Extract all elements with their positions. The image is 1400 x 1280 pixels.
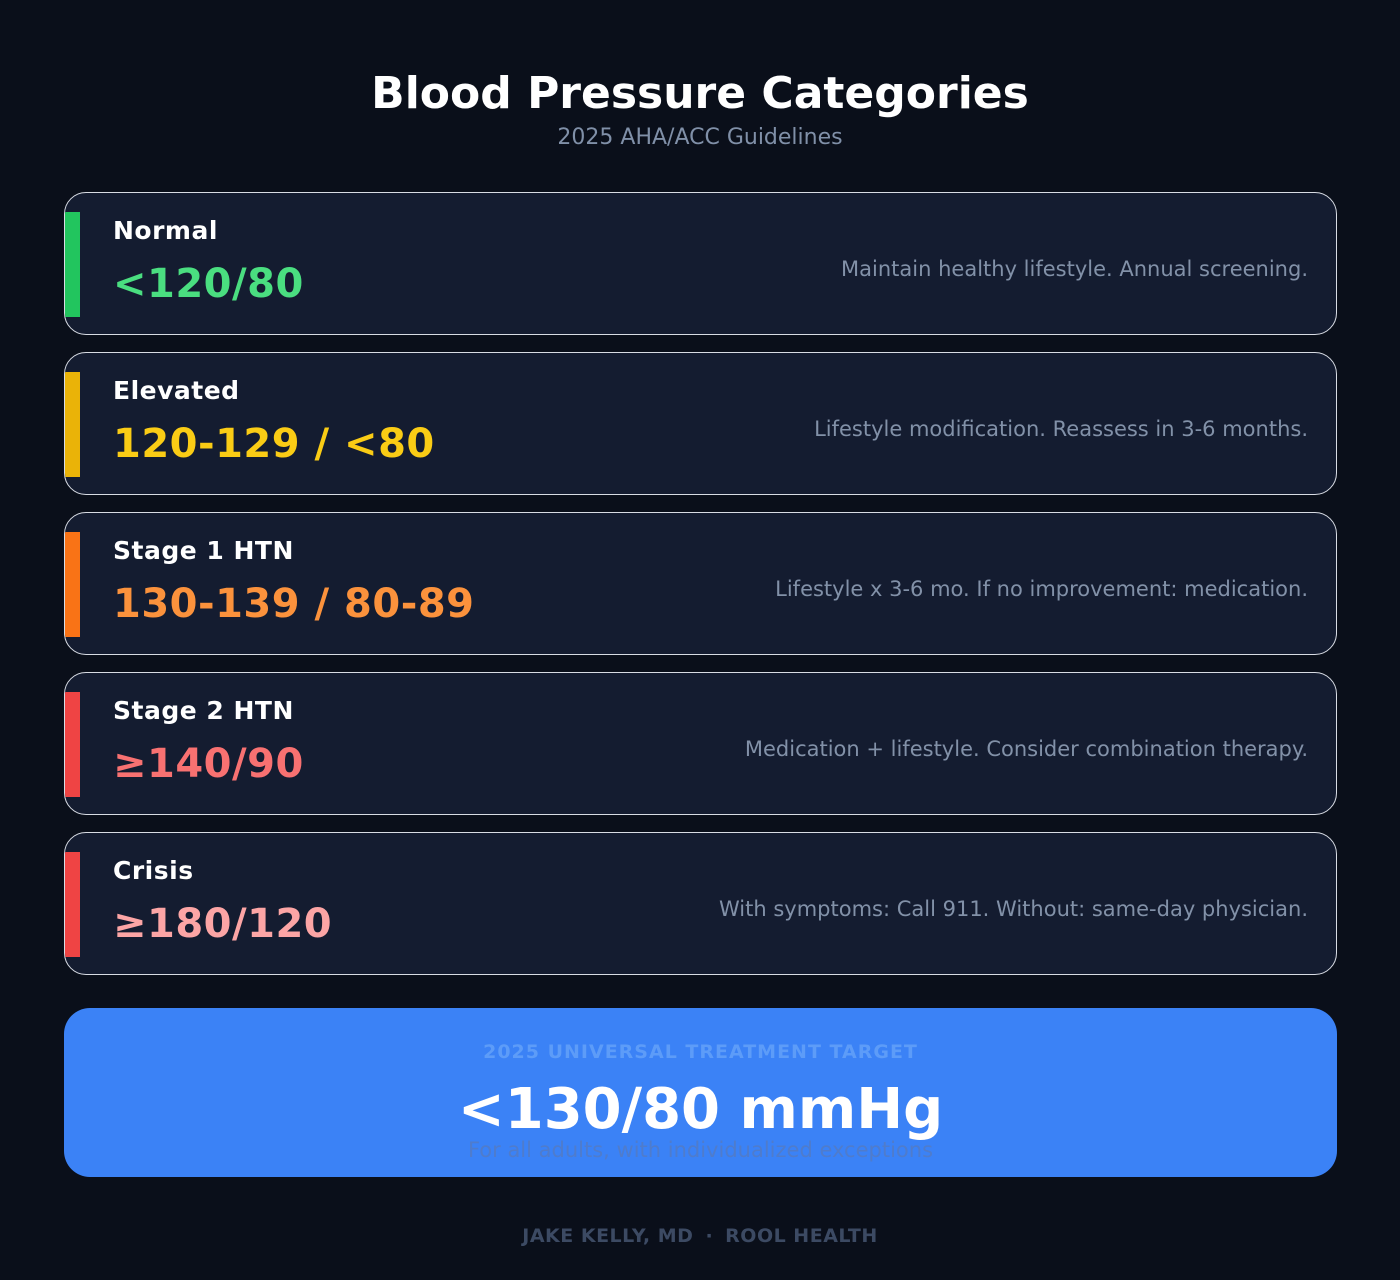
category-card-normal: Normal <120/80 Maintain healthy lifestyl… xyxy=(64,192,1337,335)
header: Blood Pressure Categories 2025 AHA/ACC G… xyxy=(0,66,1400,153)
category-card-elevated: Elevated 120-129 / <80 Lifestyle modific… xyxy=(64,352,1337,495)
category-label: Stage 1 HTN xyxy=(113,536,294,565)
category-note: Maintain healthy lifestyle. Annual scree… xyxy=(841,257,1308,281)
category-accent-bar xyxy=(65,692,80,797)
footer-organization: ROOL HEALTH xyxy=(725,1225,878,1247)
category-range: ≥140/90 xyxy=(113,741,304,787)
category-range: <120/80 xyxy=(113,261,304,307)
category-card-crisis: Crisis ≥180/120 With symptoms: Call 911.… xyxy=(64,832,1337,975)
target-caption: For all adults, with individualized exce… xyxy=(467,1138,934,1162)
category-label: Crisis xyxy=(113,856,194,885)
category-label: Normal xyxy=(113,216,218,245)
category-range: ≥180/120 xyxy=(113,901,333,947)
page-subtitle: 2025 AHA/ACC Guidelines xyxy=(557,125,843,150)
category-card-stage-2: Stage 2 HTN ≥140/90 Medication + lifesty… xyxy=(64,672,1337,815)
target-value: <130/80 mmHg xyxy=(457,1077,944,1142)
category-card-stage-1: Stage 1 HTN 130-139 / 80-89 Lifestyle x … xyxy=(64,512,1337,655)
category-accent-bar xyxy=(65,212,80,317)
footer-author: JAKE KELLY, MD xyxy=(522,1225,694,1247)
target-eyebrow: 2025 UNIVERSAL TREATMENT TARGET xyxy=(483,1041,918,1063)
footer-credit: JAKE KELLY, MD · ROOL HEALTH xyxy=(0,1222,1400,1250)
page-title: Blood Pressure Categories xyxy=(371,68,1029,119)
treatment-target-banner: 2025 UNIVERSAL TREATMENT TARGET <130/80 … xyxy=(64,1008,1337,1177)
category-range: 130-139 / 80-89 xyxy=(113,581,475,627)
category-note: With symptoms: Call 911. Without: same-d… xyxy=(718,897,1308,921)
category-accent-bar xyxy=(65,372,80,477)
category-note: Medication + lifestyle. Consider combina… xyxy=(744,737,1308,761)
category-label: Elevated xyxy=(113,376,240,405)
category-note: Lifestyle modification. Reassess in 3-6 … xyxy=(814,417,1308,441)
category-note: Lifestyle x 3-6 mo. If no improvement: m… xyxy=(775,577,1308,601)
category-accent-bar xyxy=(65,532,80,637)
category-accent-bar xyxy=(65,852,80,957)
category-label: Stage 2 HTN xyxy=(113,696,294,725)
category-list: Normal <120/80 Maintain healthy lifestyl… xyxy=(64,192,1337,992)
category-range: 120-129 / <80 xyxy=(113,421,435,467)
footer-separator: · xyxy=(705,1225,714,1247)
